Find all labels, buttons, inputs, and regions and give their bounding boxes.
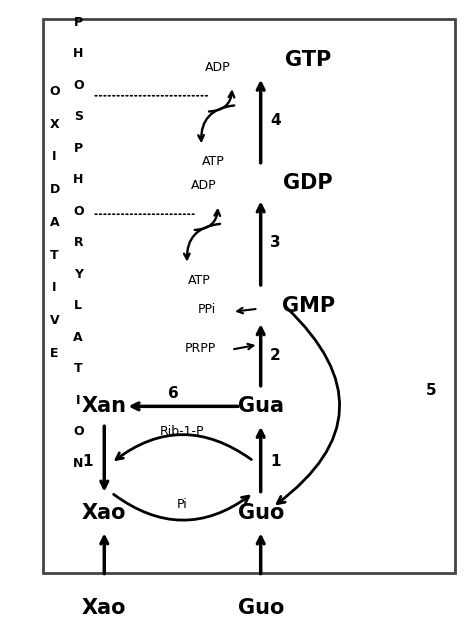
Text: O: O [73,79,83,91]
Text: Xan: Xan [82,396,127,416]
Text: Y: Y [74,268,82,280]
Text: O: O [49,85,60,98]
Text: PRPP: PRPP [184,342,216,355]
Text: X: X [50,118,59,130]
Text: P: P [73,16,83,28]
Text: PPi: PPi [197,304,216,316]
Text: O: O [73,205,83,217]
Text: ATP: ATP [202,156,225,168]
Text: R: R [73,236,83,249]
Text: ADP: ADP [205,61,231,74]
Text: I: I [52,282,57,294]
Text: ADP: ADP [191,180,217,192]
Text: GMP: GMP [282,295,335,316]
Text: H: H [73,47,83,60]
Text: Gua: Gua [237,396,284,416]
Text: GDP: GDP [283,173,333,193]
Text: O: O [73,425,83,438]
Text: T: T [50,249,59,261]
Text: T: T [74,362,82,375]
Text: L: L [74,299,82,312]
Text: 2: 2 [270,348,281,364]
Text: P: P [73,142,83,154]
Text: A: A [73,331,83,343]
Text: 6: 6 [168,386,178,401]
Text: Xao: Xao [82,598,127,618]
Text: I: I [76,394,81,406]
FancyBboxPatch shape [43,19,455,573]
Text: 4: 4 [270,113,281,129]
Text: 5: 5 [426,383,437,398]
Text: Xao: Xao [82,503,127,524]
Text: 1: 1 [270,454,281,469]
Text: N: N [73,457,83,469]
Text: E: E [50,347,59,360]
Text: ATP: ATP [188,274,210,287]
Text: 3: 3 [270,235,281,250]
Text: A: A [50,216,59,229]
Text: Guo: Guo [237,598,284,618]
Text: H: H [73,173,83,186]
Text: 1: 1 [82,454,92,469]
Text: Pi: Pi [177,498,188,511]
Text: Guo: Guo [237,503,284,524]
Text: S: S [74,110,82,123]
Text: Rib-1-P: Rib-1-P [160,425,205,438]
Text: V: V [50,314,59,327]
Text: D: D [49,183,60,196]
Text: GTP: GTP [285,50,331,70]
Text: I: I [52,151,57,163]
